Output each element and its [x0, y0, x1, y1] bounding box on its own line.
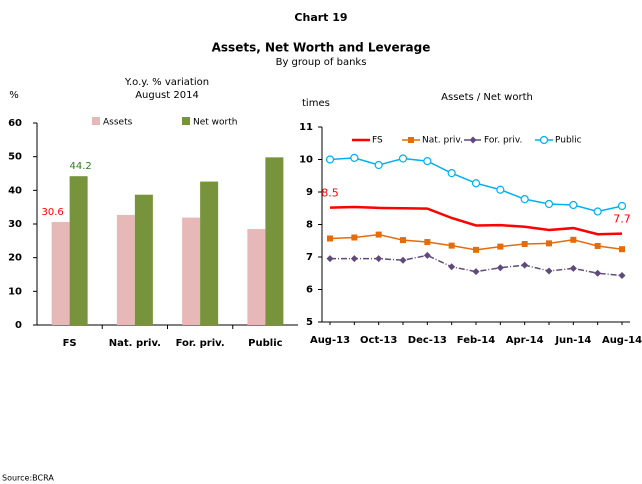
- marker: [399, 256, 407, 264]
- data-label: 30.6: [41, 207, 63, 218]
- marker: [350, 153, 359, 162]
- bar: [247, 229, 266, 325]
- y-tick-label: 7: [306, 252, 313, 263]
- y-tick-label: 0: [15, 320, 22, 331]
- marker: [469, 136, 477, 144]
- marker: [423, 251, 431, 259]
- marker: [374, 160, 383, 170]
- marker: [539, 135, 549, 145]
- marker: [398, 154, 408, 163]
- marker: [400, 237, 406, 244]
- data-label: 8.5: [321, 187, 339, 200]
- marker: [520, 195, 529, 204]
- y-tick-label: 40: [8, 185, 22, 196]
- x-tick-label: Aug-13: [310, 335, 350, 346]
- marker: [408, 137, 414, 143]
- legend-label: For. priv.: [484, 136, 522, 146]
- data-label: 7.7: [613, 213, 631, 226]
- y-tick-label: 5: [306, 317, 313, 328]
- x-tick-label: Aug-14: [602, 335, 642, 346]
- marker: [594, 269, 602, 277]
- legend-swatch: [182, 117, 190, 125]
- marker: [448, 242, 455, 249]
- y-tick-label: 20: [8, 253, 22, 264]
- y-tick-label: 9: [306, 187, 313, 198]
- marker: [569, 200, 578, 210]
- x-tick-label: For. priv.: [176, 338, 225, 349]
- y-axis-label: %: [9, 90, 19, 101]
- y-tick-label: 50: [8, 152, 22, 163]
- chart-subtitle: By group of banks: [276, 57, 367, 68]
- x-tick-label: Jun-14: [554, 335, 591, 346]
- chart-number: Chart 19: [294, 11, 347, 24]
- marker: [375, 231, 382, 238]
- marker: [327, 235, 333, 242]
- series-line: [329, 205, 623, 236]
- marker: [593, 207, 602, 216]
- marker: [496, 185, 505, 194]
- marker: [325, 155, 335, 164]
- bar: [182, 217, 201, 325]
- marker: [473, 246, 479, 253]
- marker: [472, 268, 480, 276]
- marker: [619, 246, 625, 253]
- y-tick-label: 10: [299, 155, 313, 166]
- marker: [497, 243, 504, 250]
- marker: [569, 264, 577, 272]
- marker: [545, 267, 553, 275]
- bar: [200, 181, 219, 325]
- y-axis-label: times: [302, 98, 330, 109]
- y-tick-label: 30: [8, 219, 22, 230]
- marker: [594, 242, 601, 249]
- marker: [351, 234, 358, 241]
- marker: [544, 199, 554, 209]
- marker: [546, 240, 552, 247]
- marker: [570, 236, 577, 243]
- marker: [448, 263, 456, 271]
- legend-label: Assets: [103, 118, 133, 128]
- marker: [424, 239, 431, 246]
- subchart-title: Assets / Net worth: [441, 92, 533, 103]
- bar: [69, 176, 88, 325]
- source: Source:BCRA: [2, 474, 54, 483]
- x-tick-label: Apr-14: [506, 335, 544, 346]
- marker: [471, 179, 481, 188]
- marker: [423, 157, 432, 166]
- x-tick-label: FS: [63, 338, 77, 349]
- y-tick-label: 8: [306, 220, 313, 231]
- chart-title: Assets, Net Worth and Leverage: [212, 41, 431, 55]
- y-tick-label: 60: [8, 118, 22, 129]
- y-tick-label: 6: [306, 285, 313, 296]
- legend-label: FS: [372, 136, 383, 146]
- marker: [521, 241, 528, 247]
- marker: [447, 169, 456, 178]
- marker: [326, 255, 334, 263]
- legend-label: Net worth: [193, 118, 237, 128]
- marker: [375, 255, 383, 263]
- x-tick-label: Feb-14: [457, 335, 495, 346]
- x-tick-label: Dec-13: [408, 335, 447, 346]
- marker: [618, 272, 626, 280]
- bar: [134, 194, 153, 325]
- subchart-subtitle: August 2014: [135, 90, 199, 101]
- data-label: 44.2: [69, 161, 91, 172]
- marker: [496, 264, 504, 272]
- bar: [116, 214, 135, 325]
- bar: [265, 157, 284, 325]
- x-tick-label: Oct-13: [360, 335, 397, 346]
- subchart-title: Y.o.y. % variation: [124, 77, 209, 88]
- x-tick-label: Nat. priv.: [109, 338, 161, 349]
- marker: [617, 201, 627, 211]
- bar: [51, 221, 70, 325]
- x-tick-label: Public: [248, 338, 282, 349]
- legend-swatch: [92, 117, 100, 125]
- y-tick-label: 10: [8, 286, 22, 297]
- marker: [350, 255, 358, 263]
- legend-label: Public: [555, 136, 582, 146]
- legend-label: Nat. priv.: [422, 136, 463, 146]
- marker: [521, 261, 529, 269]
- y-tick-label: 11: [299, 122, 313, 133]
